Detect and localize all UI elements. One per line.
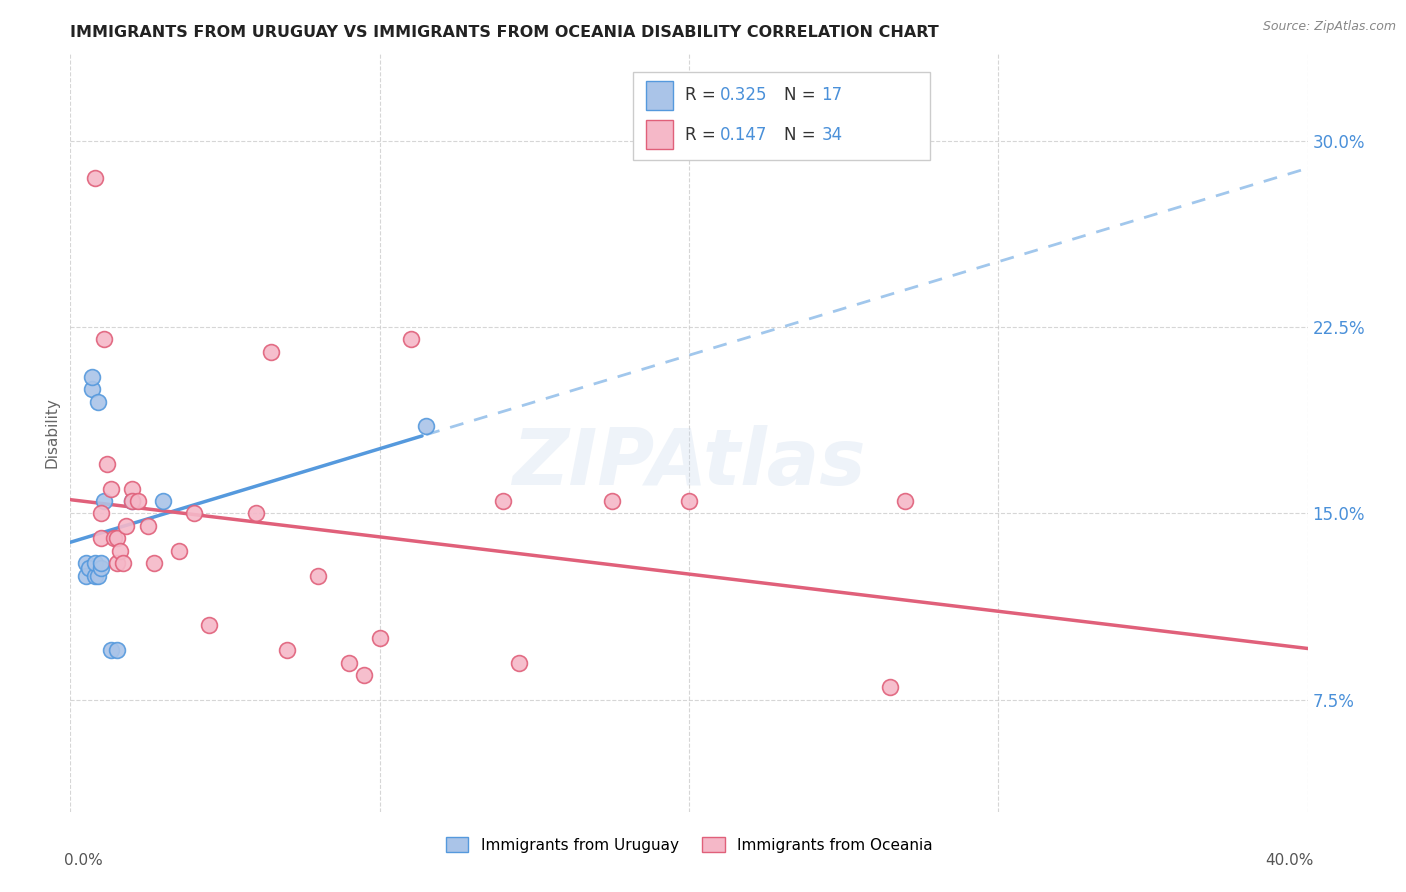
Point (183, 507, 205, 521)
Point (121, 494, 143, 508)
Point (368, 631, 391, 645)
Point (600, 494, 623, 508)
Bar (645, 120, 673, 149)
Text: N =: N = (785, 87, 821, 104)
Text: 17: 17 (821, 87, 842, 104)
Text: R =: R = (685, 87, 721, 104)
Point (508, 656, 530, 670)
Point (353, 668, 375, 682)
Point (415, 419, 437, 434)
Point (90, 507, 112, 521)
Point (399, 332, 422, 346)
Point (105, 531, 128, 545)
Text: 0.147: 0.147 (720, 126, 768, 144)
Text: 34: 34 (821, 126, 842, 144)
Y-axis label: Disability: Disability (44, 397, 59, 468)
Point (167, 543, 190, 558)
Text: 40.0%: 40.0% (1265, 854, 1313, 869)
Point (75, 568, 97, 582)
Text: IMMIGRANTS FROM URUGUAY VS IMMIGRANTS FROM OCEANIA DISABILITY CORRELATION CHART: IMMIGRANTS FROM URUGUAY VS IMMIGRANTS FR… (70, 25, 939, 40)
Point (90, 556, 112, 570)
Text: 0.325: 0.325 (720, 87, 768, 104)
Point (245, 507, 267, 521)
Point (115, 519, 138, 533)
Point (100, 643, 122, 657)
Point (77, 561, 100, 575)
Point (87, 394, 110, 409)
Point (93, 332, 115, 346)
Point (84, 568, 107, 582)
Point (80, 369, 103, 384)
Point (121, 494, 143, 508)
Legend: Immigrants from Uruguay, Immigrants from Oceania: Immigrants from Uruguay, Immigrants from… (440, 830, 938, 859)
Point (103, 531, 125, 545)
Point (136, 519, 159, 533)
Point (84, 170, 107, 185)
Point (90, 561, 112, 575)
Bar (633, 72, 931, 160)
Point (894, 494, 917, 508)
Point (87, 568, 110, 582)
Point (121, 482, 143, 496)
Text: R =: R = (685, 126, 721, 144)
Point (337, 656, 360, 670)
Point (307, 568, 329, 582)
Bar (645, 81, 673, 110)
Point (152, 494, 174, 508)
Point (75, 556, 97, 570)
Point (100, 482, 122, 496)
Point (105, 643, 128, 657)
Point (678, 494, 700, 508)
Text: N =: N = (785, 126, 821, 144)
Point (879, 681, 901, 695)
Point (276, 643, 298, 657)
Point (80, 382, 103, 396)
Text: Source: ZipAtlas.com: Source: ZipAtlas.com (1263, 20, 1396, 33)
Point (93, 494, 115, 508)
Point (198, 618, 221, 632)
Point (84, 556, 107, 570)
Point (90, 531, 112, 545)
Point (105, 556, 128, 570)
Text: ZIPAtlas: ZIPAtlas (512, 425, 866, 501)
Text: 0.0%: 0.0% (65, 854, 103, 869)
Point (142, 556, 165, 570)
Point (111, 556, 134, 570)
Point (108, 543, 131, 558)
Point (96, 457, 118, 471)
Point (127, 494, 149, 508)
Point (492, 494, 515, 508)
Point (260, 344, 283, 359)
